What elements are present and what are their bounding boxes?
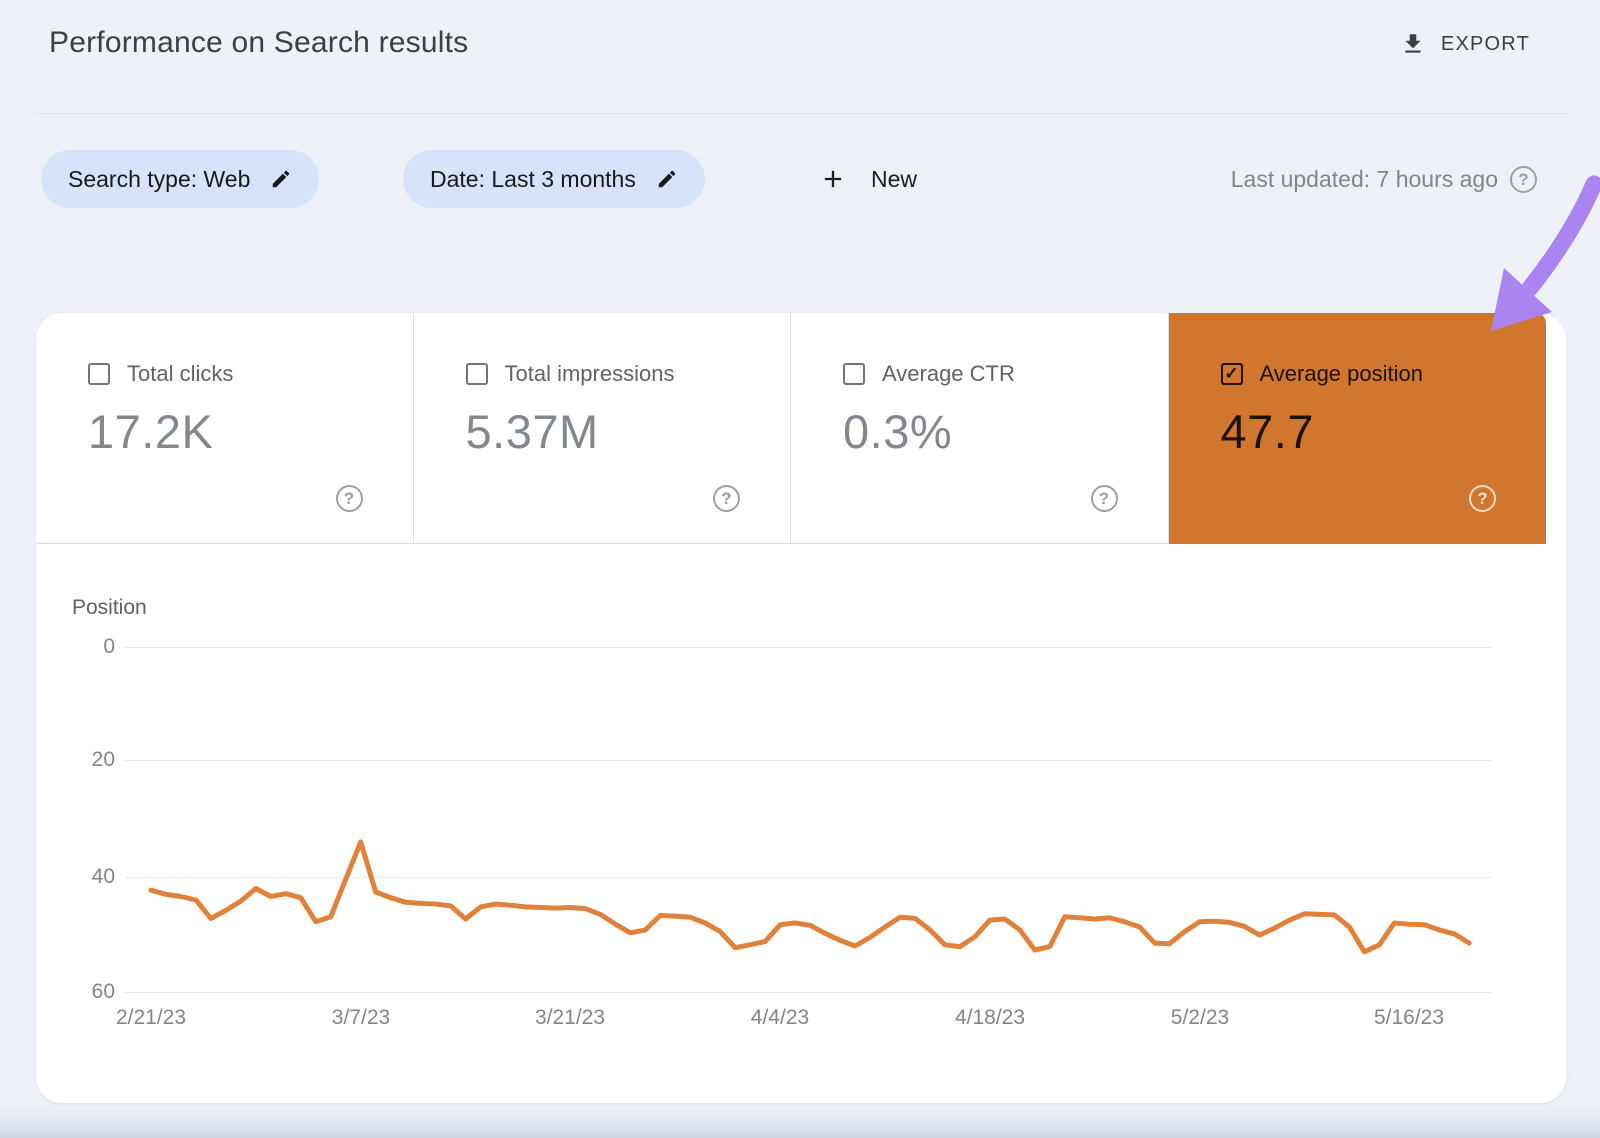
bottom-fade	[0, 1106, 1600, 1138]
pencil-icon	[658, 170, 676, 188]
help-icon[interactable]: ?	[1510, 166, 1537, 193]
help-icon[interactable]: ?	[713, 485, 740, 512]
metric-value: 17.2K	[88, 405, 214, 458]
help-icon[interactable]: ?	[1469, 485, 1496, 512]
last-updated: Last updated: 7 hours ago ?	[1231, 166, 1537, 193]
checkbox-unchecked-icon[interactable]	[88, 363, 110, 385]
last-updated-text: Last updated: 7 hours ago	[1230, 166, 1498, 192]
performance-panel: Total clicks 17.2K ? Total impressions 5…	[36, 313, 1566, 1103]
metric-card-header: ✓ Average position	[1220, 361, 1547, 387]
x-axis-label: 5/2/23	[1170, 1006, 1230, 1029]
new-filter-button[interactable]: New	[813, 157, 923, 201]
page-title: Performance on Search results	[49, 26, 469, 59]
x-axis-label: 4/4/23	[750, 1006, 810, 1029]
gridline	[125, 647, 1492, 648]
metric-card-total-clicks[interactable]: Total clicks 17.2K ?	[36, 313, 414, 544]
checkbox-checked-icon[interactable]: ✓	[1220, 363, 1243, 385]
metric-card-average-ctr[interactable]: Average CTR 0.3% ?	[791, 313, 1169, 544]
help-icon[interactable]: ?	[335, 485, 363, 512]
gridline	[125, 992, 1492, 993]
search-type-chip-label: Search type: Web	[68, 165, 251, 192]
metric-value: 47.7	[1220, 405, 1314, 458]
x-axis-label: 2/21/23	[115, 1006, 187, 1029]
y-tick-label: 40	[91, 865, 115, 888]
metric-label: Total impressions	[504, 361, 675, 386]
checkbox-unchecked-icon[interactable]	[465, 363, 488, 385]
metric-card-header: Total clicks	[88, 361, 413, 387]
export-button[interactable]: EXPORT	[1394, 30, 1536, 58]
pencil-icon	[273, 170, 290, 188]
metric-card-total-impressions[interactable]: Total impressions 5.37M ?	[414, 313, 791, 544]
metric-value: 0.3%	[843, 405, 953, 458]
x-axis-label: 3/21/23	[534, 1006, 606, 1029]
x-axis-label: 5/16/23	[1373, 1006, 1445, 1029]
header-divider	[36, 113, 1566, 114]
position-line	[148, 839, 1472, 955]
metric-cards-row: Total clicks 17.2K ? Total impressions 5…	[36, 313, 1546, 544]
x-axis-label: 4/18/23	[954, 1006, 1026, 1029]
metric-value: 5.37M	[465, 405, 599, 458]
search-type-chip[interactable]: Search type: Web	[41, 150, 320, 208]
export-label: EXPORT	[1440, 32, 1530, 55]
x-axis-label: 3/7/23	[331, 1006, 391, 1029]
new-filter-label: New	[871, 165, 918, 192]
metric-card-average-position[interactable]: ✓ Average position 47.7 ?	[1168, 313, 1547, 544]
checkbox-unchecked-icon[interactable]	[843, 363, 865, 385]
date-filter-chip[interactable]: Date: Last 3 months	[403, 150, 705, 208]
y-tick-label: 0	[103, 635, 115, 658]
date-chip-label: Date: Last 3 months	[430, 165, 636, 192]
metric-label: Average CTR	[882, 361, 1015, 386]
position-chart: Position 0 20 40 60 2/21/23 3/7/23 3/21/…	[36, 543, 1566, 1103]
chart-axis-title: Position	[72, 596, 147, 619]
y-tick-label: 60	[91, 980, 115, 1003]
plus-icon	[824, 170, 842, 188]
gridline	[125, 760, 1492, 761]
metric-label: Average position	[1259, 361, 1424, 386]
metric-card-header: Total impressions	[465, 361, 791, 387]
y-tick-label: 20	[91, 748, 115, 771]
help-icon[interactable]: ?	[1090, 485, 1118, 512]
download-icon	[1405, 34, 1421, 53]
metric-label: Total clicks	[127, 361, 234, 386]
gridline	[125, 877, 1492, 878]
metric-card-header: Average CTR	[843, 361, 1168, 387]
